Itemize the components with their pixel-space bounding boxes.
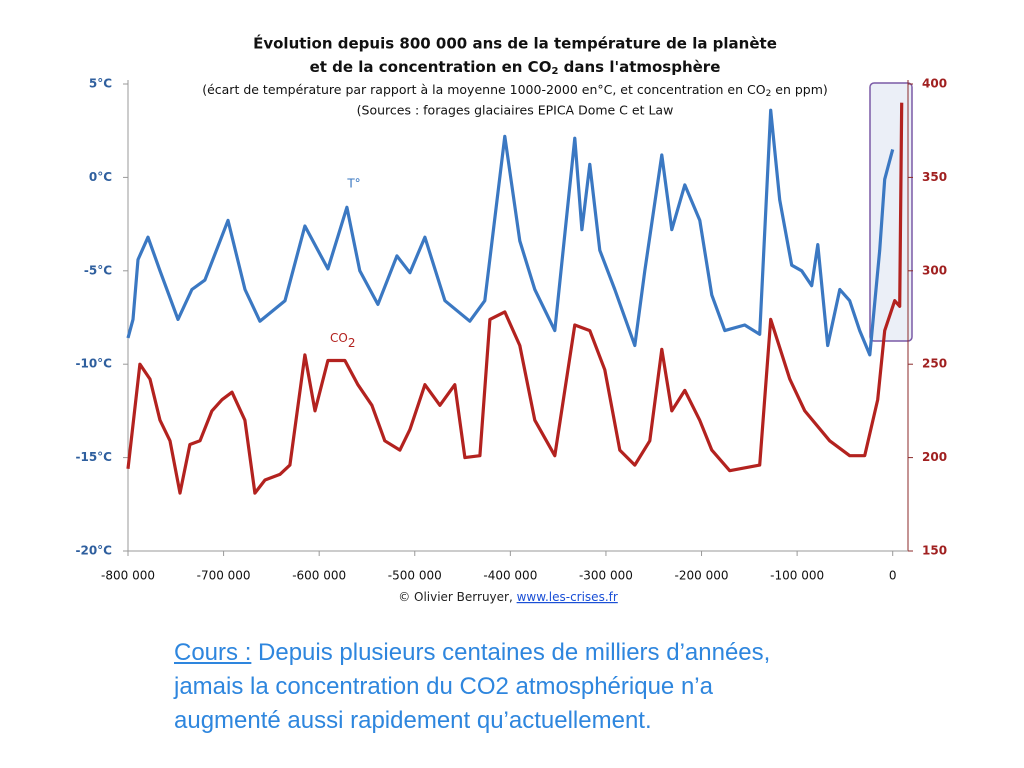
- y2-tick-label: 150: [922, 544, 947, 558]
- x-tick-label: -600 000: [292, 569, 346, 583]
- y-tick-label: -10°C: [76, 357, 113, 371]
- x-tick-label: -700 000: [197, 569, 251, 583]
- x-tick-label: -300 000: [579, 569, 633, 583]
- y2-tick-label: 200: [922, 450, 947, 464]
- y-tick-label: -20°C: [76, 544, 113, 558]
- y-tick-label: 5°C: [89, 77, 112, 91]
- chart-subtitle: (Sources : forages glaciaires EPICA Dome…: [357, 103, 674, 118]
- annotation-sub: 2: [348, 336, 356, 350]
- x-tick-label: -100 000: [770, 569, 824, 583]
- y2-tick-label: 400: [922, 77, 947, 91]
- chart-background: [73, 20, 943, 605]
- x-tick-label: 0: [889, 569, 897, 583]
- caption: Cours : Depuis plusieurs centaines de mi…: [174, 636, 974, 738]
- y-tick-label: -5°C: [84, 263, 112, 277]
- caption-text: Depuis plusieurs centaines de milliers d…: [251, 639, 771, 666]
- chart: Évolution depuis 800 000 ans de la tempé…: [73, 20, 948, 605]
- title-part: et de la concentration en CO: [310, 58, 552, 76]
- credit-text: © Olivier Berruyer,: [398, 590, 516, 604]
- series-annotation: CO2: [330, 331, 355, 350]
- annotation-part: CO: [330, 331, 348, 345]
- y2-tick-label: 350: [922, 170, 947, 184]
- plot: 5°C 0°C -5°C -10°C -15°C -20°C 400 350 300 250 200…: [76, 77, 948, 583]
- y2-tick-label: 300: [922, 263, 947, 277]
- series-line: [126, 102, 904, 495]
- series-annotation: T°: [346, 177, 360, 191]
- y2-tick-label: 250: [922, 357, 947, 371]
- subtitle-part: en ppm): [771, 82, 827, 97]
- x-tick-label: -200 000: [675, 569, 729, 583]
- y-tick-label: 0°C: [89, 170, 112, 184]
- subtitle-part: (écart de température par rapport à la m…: [202, 82, 766, 97]
- credit: © Olivier Berruyer, www.les-crises.fr: [398, 590, 618, 604]
- series-line: [126, 108, 895, 357]
- caption-line: jamais la concentration du CO2 atmosphér…: [174, 673, 713, 700]
- subtitle-sub: 2: [766, 89, 772, 99]
- caption-line: Cours : Depuis plusieurs centaines de mi…: [174, 636, 974, 670]
- credit-link[interactable]: www.les-crises.fr: [517, 590, 618, 604]
- caption-line: augmenté aussi rapidement qu’actuellemen…: [174, 707, 652, 734]
- title-sub: 2: [551, 66, 558, 77]
- chart-title: Évolution depuis 800 000 ans de la tempé…: [253, 34, 777, 53]
- chart-subtitle: (écart de température par rapport à la m…: [202, 82, 828, 99]
- title-part: dans l'atmosphère: [558, 58, 720, 76]
- y-tick-label: -15°C: [76, 450, 113, 464]
- caption-label: Cours :: [174, 639, 252, 666]
- chart-title: et de la concentration en CO2 dans l'atm…: [310, 58, 721, 78]
- x-tick-label: -800 000: [101, 569, 155, 583]
- x-tick-label: -500 000: [388, 569, 442, 583]
- x-tick-label: -400 000: [483, 569, 537, 583]
